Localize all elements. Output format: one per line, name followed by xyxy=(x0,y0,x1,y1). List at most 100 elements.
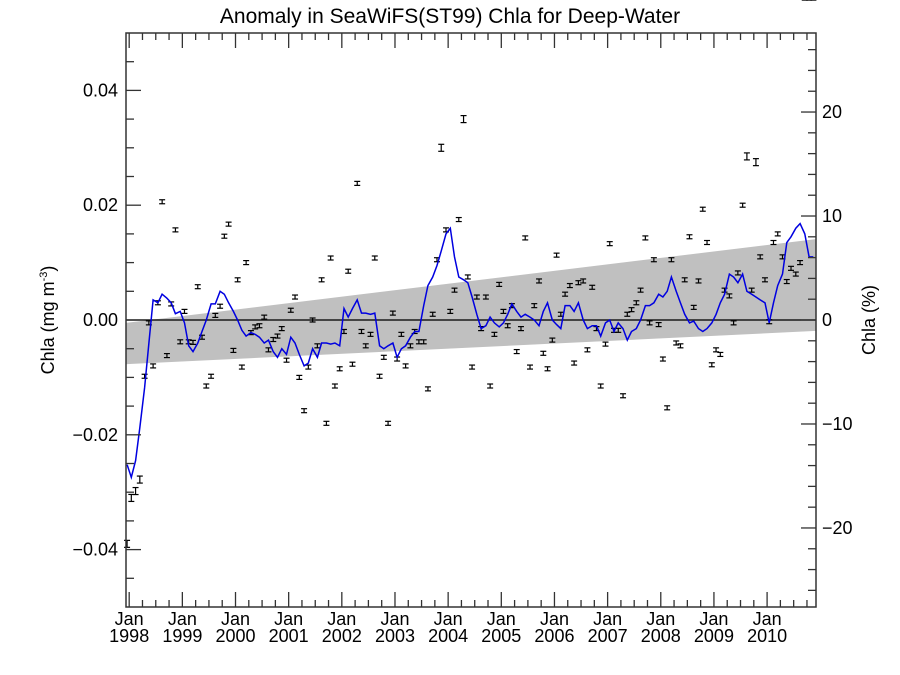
anomaly-point xyxy=(792,271,799,277)
anomaly-point xyxy=(580,278,587,284)
anomaly-point xyxy=(513,348,520,355)
anomaly-point xyxy=(677,343,684,349)
x-tick-label-month: Jan xyxy=(327,609,356,629)
anomaly-point xyxy=(367,331,374,337)
y2-tick-label: 20 xyxy=(822,102,842,122)
anomaly-point xyxy=(637,287,644,293)
anomaly-point xyxy=(743,152,750,161)
anomaly-point xyxy=(681,277,688,283)
anomaly-point xyxy=(686,234,693,240)
anomaly-point xyxy=(797,260,804,266)
anomaly-point xyxy=(628,307,635,313)
anomaly-point xyxy=(376,373,383,379)
anomaly-point xyxy=(783,278,790,285)
anomaly-point xyxy=(177,339,184,345)
anomaly-point xyxy=(504,323,511,329)
anomaly-point xyxy=(234,277,241,283)
x-tick-label-month: Jan xyxy=(487,609,516,629)
x-tick-label-year: 1998 xyxy=(109,626,149,646)
anomaly-point xyxy=(553,252,560,258)
anomaly-point xyxy=(473,294,480,300)
anomaly-point xyxy=(189,339,196,345)
x-tick-label-month: Jan xyxy=(753,609,782,629)
x-tick-label-year: 2004 xyxy=(428,626,468,646)
anomaly-point xyxy=(221,233,228,239)
y2-tick-label: 0 xyxy=(822,310,832,330)
anomaly-point xyxy=(265,347,272,353)
anomaly-point xyxy=(549,337,556,343)
anomaly-point xyxy=(788,265,795,271)
anomaly-point xyxy=(734,270,741,276)
anomaly-point xyxy=(208,373,215,379)
anomaly-point xyxy=(181,308,188,314)
anomaly-point xyxy=(717,351,724,358)
anomaly-point xyxy=(571,360,578,366)
anomaly-point xyxy=(668,257,675,263)
anomaly-point xyxy=(739,202,746,208)
x-tick-label-year: 2005 xyxy=(481,626,521,646)
y2-axis-label: Chla (%) xyxy=(859,285,879,355)
anomaly-point xyxy=(349,361,356,367)
y-tick-label: 0.02 xyxy=(83,195,118,215)
anomaly-point xyxy=(695,278,702,284)
x-tick-label-year: 2010 xyxy=(747,626,787,646)
anomaly-point xyxy=(420,339,427,345)
anomaly-point xyxy=(642,235,649,241)
anomaly-point xyxy=(283,357,290,363)
x-tick-label-year: 2000 xyxy=(215,626,255,646)
anomaly-point xyxy=(380,354,387,360)
x-tick-label-month: Jan xyxy=(221,609,250,629)
anomaly-point xyxy=(757,254,764,260)
y-tick-label: −0.04 xyxy=(72,540,118,560)
x-tick-label-month: Jan xyxy=(168,609,197,629)
anomaly-point xyxy=(752,158,759,167)
anomaly-point xyxy=(124,539,131,548)
anomaly-point xyxy=(482,294,489,300)
anomaly-point xyxy=(664,405,671,411)
anomaly-point xyxy=(708,362,715,368)
y-tick-label: −0.02 xyxy=(72,425,118,445)
x-tick-label-year: 2009 xyxy=(694,626,734,646)
anomaly-point xyxy=(633,300,640,306)
anomaly-point xyxy=(389,310,396,316)
anomaly-point xyxy=(655,321,662,328)
anomaly-point xyxy=(726,293,733,299)
y-axis-label-suffix: ) xyxy=(38,266,58,272)
anomaly-point xyxy=(305,364,312,370)
x-tick-label-year: 2001 xyxy=(269,626,309,646)
anomaly-point xyxy=(447,308,454,314)
anomaly-point xyxy=(690,304,697,310)
anomaly-point xyxy=(238,364,245,370)
anomaly-point xyxy=(385,420,392,426)
anomaly-point xyxy=(309,317,316,323)
anomaly-point xyxy=(261,314,268,320)
anomaly-point xyxy=(163,352,170,359)
anomaly-point xyxy=(566,282,573,289)
anomaly-point xyxy=(358,328,365,335)
trend-band xyxy=(126,239,816,365)
anomaly-point xyxy=(646,320,653,326)
x-tick-label-month: Jan xyxy=(699,609,728,629)
anomaly-point xyxy=(527,364,534,370)
anomaly-point xyxy=(203,383,210,389)
anomaly-point xyxy=(606,241,613,247)
anomaly-point xyxy=(132,486,139,496)
anomaly-point xyxy=(673,340,680,346)
anomaly-point xyxy=(398,331,405,337)
anomaly-point xyxy=(517,326,524,332)
anomaly-point xyxy=(362,343,369,349)
anomaly-point xyxy=(429,311,436,317)
anomaly-point xyxy=(522,235,529,241)
anomaly-point xyxy=(704,239,711,246)
anomaly-point xyxy=(730,320,737,326)
anomaly-point xyxy=(323,420,330,426)
anomaly-point xyxy=(402,363,409,369)
anomaly-point xyxy=(464,274,471,280)
anomaly-point xyxy=(562,291,569,297)
y-tick-label: 0.00 xyxy=(83,310,118,330)
y-axis-label-sup: -3 xyxy=(38,272,50,282)
anomaly-point xyxy=(575,280,582,286)
x-tick-label-year: 2008 xyxy=(641,626,681,646)
anomaly-point xyxy=(212,312,219,319)
